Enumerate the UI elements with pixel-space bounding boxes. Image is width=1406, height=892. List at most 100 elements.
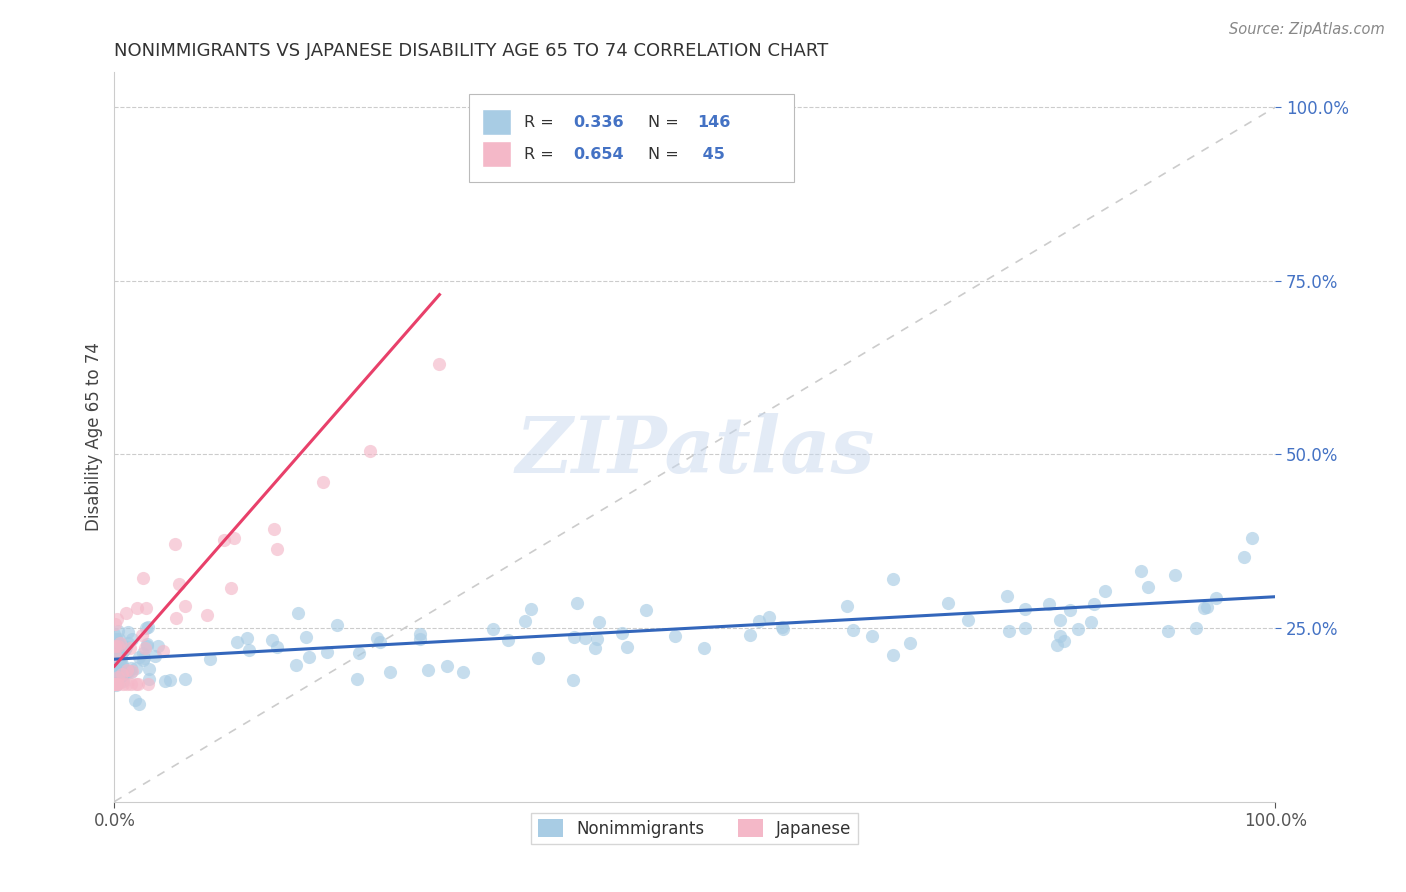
Point <box>111 667 134 681</box>
Point <box>103 627 125 641</box>
Point <box>1052 633 1074 648</box>
Point <box>104 648 127 662</box>
Point <box>266 542 288 557</box>
Point <box>409 626 432 640</box>
Point <box>1059 602 1081 616</box>
Point <box>111 644 134 658</box>
Point <box>114 640 136 655</box>
Point <box>409 632 432 647</box>
Text: R =: R = <box>524 114 560 129</box>
Point <box>174 673 197 687</box>
Text: 146: 146 <box>697 114 731 129</box>
Point <box>103 676 125 690</box>
Point <box>107 648 129 663</box>
Point <box>195 607 218 622</box>
Point <box>110 651 132 665</box>
Point <box>692 641 714 656</box>
Point <box>120 661 142 675</box>
Point <box>127 601 149 615</box>
Point <box>482 622 505 636</box>
Point <box>165 610 187 624</box>
Point <box>998 624 1021 638</box>
Point <box>159 673 181 687</box>
Text: 0.654: 0.654 <box>574 146 624 161</box>
Point <box>626 149 648 163</box>
Point <box>527 651 550 665</box>
Point <box>1233 550 1256 565</box>
Point <box>135 600 157 615</box>
Point <box>153 673 176 688</box>
Point <box>121 665 143 679</box>
Text: R =: R = <box>524 146 560 161</box>
Point <box>429 357 451 371</box>
Point <box>125 661 148 675</box>
Point <box>586 632 609 646</box>
Point <box>125 676 148 690</box>
Point <box>1067 622 1090 636</box>
Point <box>107 624 129 639</box>
Point <box>561 673 583 687</box>
Point <box>152 644 174 658</box>
Point <box>110 657 132 672</box>
Legend: Nonimmigrants, Japanese: Nonimmigrants, Japanese <box>531 813 858 845</box>
Point <box>132 571 155 585</box>
Point <box>112 667 135 681</box>
Point <box>748 614 770 628</box>
Point <box>105 653 128 667</box>
Point <box>117 636 139 650</box>
Point <box>1046 638 1069 652</box>
Point <box>104 617 127 632</box>
Point <box>124 692 146 706</box>
Point <box>104 639 127 653</box>
Point <box>1163 568 1185 582</box>
Point <box>565 596 588 610</box>
Point <box>936 596 959 610</box>
Point <box>772 622 794 636</box>
Bar <box>482 109 512 135</box>
Point <box>107 639 129 653</box>
Point <box>451 665 474 679</box>
Point <box>138 661 160 675</box>
Point <box>436 658 458 673</box>
Point <box>128 650 150 665</box>
Point <box>266 640 288 655</box>
Point <box>103 649 125 664</box>
Point <box>135 621 157 635</box>
Point <box>1192 601 1215 615</box>
Point <box>1080 615 1102 629</box>
Point <box>115 663 138 677</box>
Text: N =: N = <box>648 146 685 161</box>
Point <box>134 641 156 656</box>
Text: 0.336: 0.336 <box>574 114 624 129</box>
Point <box>236 631 259 645</box>
Point <box>738 628 761 642</box>
Point <box>131 628 153 642</box>
Point <box>117 624 139 639</box>
Point <box>1049 613 1071 627</box>
Point <box>359 444 381 458</box>
Point <box>105 638 128 652</box>
Point <box>127 676 149 690</box>
Point <box>837 599 859 613</box>
Point <box>107 666 129 681</box>
Point <box>636 603 658 617</box>
Point <box>132 652 155 666</box>
Point <box>104 652 127 666</box>
FancyBboxPatch shape <box>468 95 793 182</box>
Point <box>169 577 191 591</box>
Point <box>1184 621 1206 635</box>
Point <box>214 533 236 547</box>
Point <box>143 648 166 663</box>
Point <box>882 572 904 586</box>
Point <box>174 599 197 613</box>
Point <box>104 636 127 650</box>
Point <box>118 664 141 678</box>
Point <box>103 655 125 669</box>
Point <box>110 669 132 683</box>
Point <box>114 642 136 657</box>
Point <box>104 676 127 690</box>
Point <box>882 648 904 662</box>
Point <box>103 658 125 673</box>
Point <box>1038 597 1060 611</box>
Point <box>104 666 127 681</box>
